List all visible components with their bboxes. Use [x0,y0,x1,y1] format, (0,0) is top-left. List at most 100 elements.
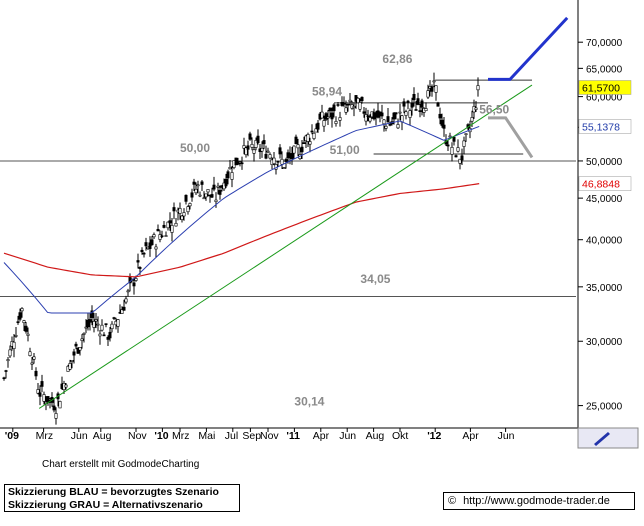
x-tick-label: Apr [313,430,330,442]
candle-body [294,136,298,145]
candle-body [408,110,412,118]
candle-body [346,103,350,106]
annotation-62-86: 62,86 [382,52,412,66]
candle-body [324,113,328,120]
candle-body [188,203,192,207]
candle-body [230,172,234,180]
candle-body [106,336,110,340]
candle-body [182,212,186,217]
candle-body [362,111,366,114]
price-label-box [578,176,632,191]
candle-body [68,363,72,370]
ma-blue-line [3,120,480,314]
candle-body [242,145,246,149]
candle-body [186,206,190,213]
candle-body [150,239,154,246]
candle-body [462,140,466,147]
candle-body [342,103,346,105]
candle-body [448,135,452,138]
candle-body [168,220,172,224]
ma-red-line [3,183,480,278]
x-tick-label: Mrz [172,430,190,442]
candle-body [464,133,468,135]
candle-body [302,142,306,144]
candle-body [316,122,320,130]
candle-body [412,94,416,101]
candle-body [396,124,400,129]
candle-body [314,128,318,133]
x-tick-label: Nov [260,430,279,442]
website-link[interactable]: © http://www.godmode-trader.de [443,492,635,510]
candle-body [252,149,256,154]
x-tick-label: Jun [498,430,515,442]
candle-body [332,104,336,112]
y-tick-label: 30,0000 [586,337,623,348]
scenario-blue [488,16,569,81]
candle-body [250,144,254,148]
candle-body [108,331,112,339]
candle-body [458,158,462,164]
candle-body [116,319,120,327]
candle-body [166,221,170,229]
candle-body [152,234,156,238]
candle-body [414,109,418,111]
candle-body [120,309,124,314]
candle-body [154,246,158,250]
candle-body [256,135,260,144]
candle-body [234,157,238,166]
scenario-legend: Skizzierung BLAU = bevorzugtes Szenario … [4,484,240,512]
candle-body [386,116,390,123]
candle-body [34,370,38,377]
candle-body [296,144,300,149]
candle-body [12,341,16,349]
candle-body [398,111,402,114]
legend-line-gray: Skizzierung GRAU = Alternativszenario [8,499,203,511]
candle-body [426,90,430,98]
candle-body [436,102,440,107]
candle-body [248,133,252,140]
annotation-34-05: 34,05 [360,272,390,286]
candle-body [450,147,454,155]
candle-body [272,157,276,164]
candle-body [368,117,372,122]
y-tick-label: 65,0000 [586,64,623,75]
candle-body [358,102,362,110]
pencil-arrow-icon [594,432,610,446]
candle-body [364,114,368,122]
candlesticks [2,72,480,425]
scenario-gray [488,116,534,159]
website-url[interactable]: http://www.godmode-trader.de [463,495,610,507]
annotation-30-14: 30,14 [294,395,324,409]
candle-body [430,86,434,92]
candle-body [434,85,438,93]
candle-body [446,144,450,147]
candle-body [308,141,312,145]
candle-body [394,112,398,115]
candle-body [126,290,130,293]
candle-body [26,333,30,336]
x-tick-label: '12 [427,430,441,442]
y-tick-label: 70,0000 [586,38,623,49]
corner-tool-box [577,427,639,449]
candle-body [214,199,218,202]
candle-body [20,308,24,312]
candle-body [178,208,182,214]
candle-body [440,119,444,126]
price-label: 61,5700 [582,82,620,94]
candle-body [144,242,148,247]
annotation-50-00: 50,00 [180,141,210,155]
candle-body [82,333,86,335]
candle-body [410,102,414,108]
candle-body [148,242,152,249]
candle-body [224,178,228,187]
copyright-icon: © [448,495,457,507]
candle-body [100,324,104,331]
indicator-lines [3,16,569,409]
candle-body [164,235,168,237]
candle-body [392,112,396,120]
candle-body [418,110,422,112]
candle-body [280,158,284,165]
candle-body [268,154,272,159]
